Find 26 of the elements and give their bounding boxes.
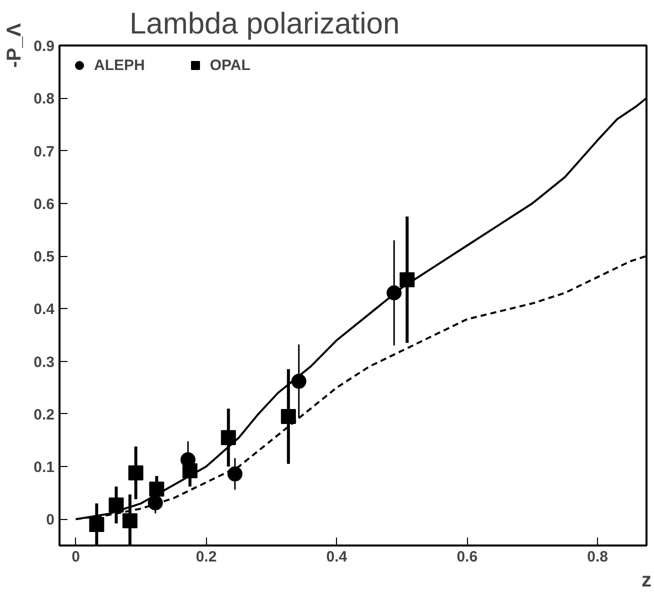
y-tick-label: 0.8	[34, 90, 55, 108]
legend-label: OPAL	[210, 56, 250, 74]
y-tick-label: 0	[46, 512, 54, 529]
point	[128, 465, 144, 480]
x-tick-label: 0.4	[326, 548, 348, 566]
legend-label: ALEPH	[94, 56, 145, 74]
x-axis-title: z	[642, 570, 652, 592]
y-tick-label: 0.7	[34, 143, 55, 160]
point	[89, 516, 104, 532]
y-tick-label: 0.2	[34, 406, 55, 424]
chart-title: Lambda polarization	[130, 8, 400, 40]
point	[280, 409, 296, 424]
x-tick-label: 0.2	[196, 548, 217, 566]
y-tick-label: 0.3	[34, 354, 55, 371]
point	[227, 466, 242, 482]
y-axis-title: -P_Λ	[4, 22, 26, 68]
y-tick-label: 0.5	[34, 248, 55, 266]
x-tick-label: 0.6	[456, 548, 478, 566]
x-tick-label: 0	[72, 548, 80, 566]
y-tick-label: 0.6	[34, 196, 55, 213]
y-tick-label: 0.1	[34, 459, 55, 476]
y-tick-label: 0.4	[34, 301, 56, 318]
y-tick-label: 0.9	[34, 38, 55, 55]
point	[122, 513, 138, 528]
point	[220, 430, 236, 446]
x-tick-label: 0.8	[587, 548, 608, 566]
